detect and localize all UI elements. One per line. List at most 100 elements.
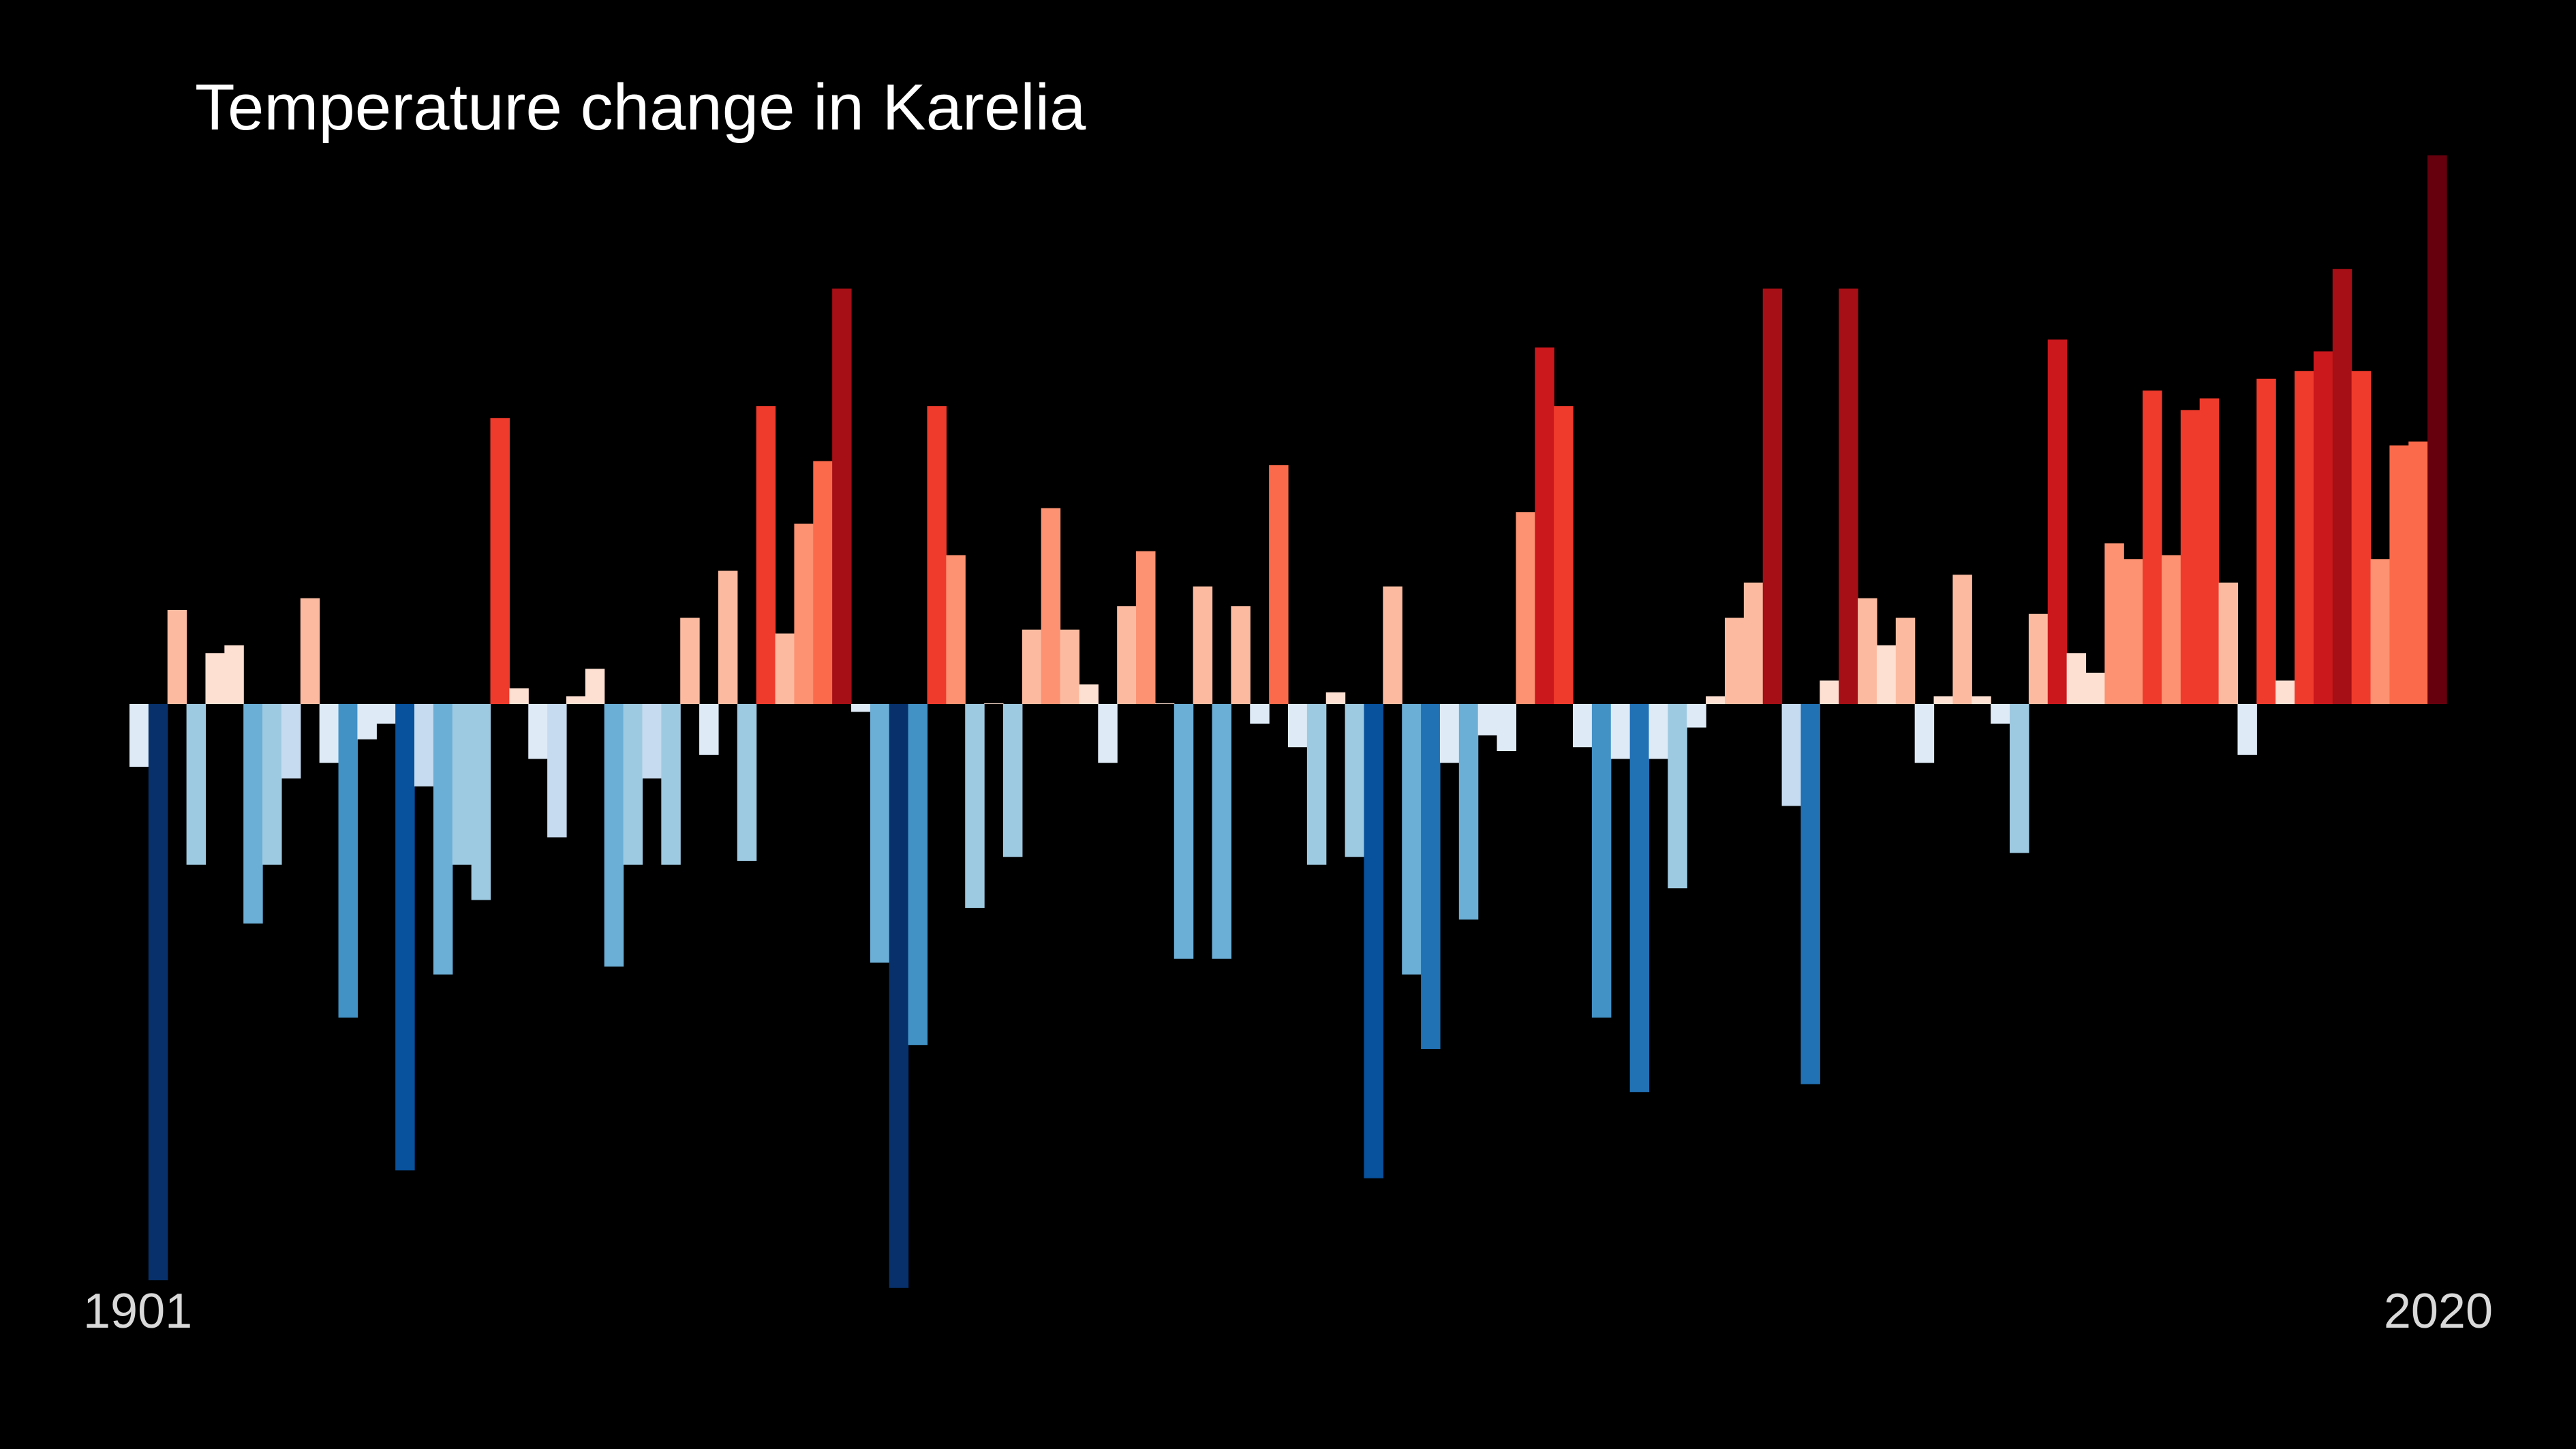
bar-year-2013 bbox=[2256, 378, 2276, 704]
bar-year-1977 bbox=[1573, 704, 1593, 748]
bar-year-1942 bbox=[908, 704, 928, 1046]
bar-year-1986 bbox=[1743, 582, 1764, 704]
bar-year-1959 bbox=[1231, 606, 1251, 704]
bar-year-1926 bbox=[604, 704, 624, 967]
bar-year-1955 bbox=[1154, 703, 1175, 704]
bar-year-2011 bbox=[2218, 582, 2239, 704]
bar-year-1999 bbox=[1991, 704, 2010, 724]
bar-year-1922 bbox=[528, 704, 548, 759]
bar-year-1972 bbox=[1477, 704, 1498, 735]
bar-year-2003 bbox=[2066, 653, 2087, 704]
bar-year-1943 bbox=[927, 406, 947, 704]
bar-year-2002 bbox=[2047, 339, 2068, 704]
bar-year-1997 bbox=[1952, 575, 1972, 704]
bar-year-1989 bbox=[1800, 704, 1820, 1084]
bar-year-2021 bbox=[2408, 441, 2428, 704]
bar-year-1923 bbox=[547, 704, 567, 838]
bar-year-1921 bbox=[509, 688, 529, 704]
bar-year-1974 bbox=[1516, 512, 1535, 704]
bar-year-1931 bbox=[699, 704, 719, 755]
bar-year-1939 bbox=[851, 704, 871, 712]
bar-year-1908 bbox=[262, 704, 282, 865]
bar-year-2005 bbox=[2104, 543, 2124, 704]
bar-year-1995 bbox=[1914, 704, 1935, 763]
bar-year-1956 bbox=[1174, 704, 1194, 959]
bar-year-1949 bbox=[1041, 508, 1061, 704]
bar-year-1919 bbox=[471, 704, 491, 900]
bar-year-1927 bbox=[623, 704, 643, 865]
bar-year-1947 bbox=[1002, 704, 1023, 857]
bar-year-2004 bbox=[2085, 673, 2105, 704]
bar-year-2022 bbox=[2427, 155, 2447, 704]
bar-year-1940 bbox=[870, 704, 890, 963]
bar-year-1987 bbox=[1762, 288, 1783, 704]
bar-year-1985 bbox=[1724, 617, 1745, 704]
bar-year-1961 bbox=[1269, 465, 1289, 704]
bar-year-2008 bbox=[2161, 555, 2181, 704]
bar-year-1979 bbox=[1610, 704, 1631, 759]
bar-year-1981 bbox=[1649, 704, 1668, 759]
bar-year-1935 bbox=[775, 633, 795, 704]
bar-year-1998 bbox=[1972, 696, 1991, 704]
bar-year-1991 bbox=[1839, 288, 1858, 704]
bar-year-1911 bbox=[319, 704, 339, 763]
bar-year-1929 bbox=[661, 704, 681, 865]
bar-year-1951 bbox=[1079, 684, 1099, 704]
bar-year-2012 bbox=[2237, 704, 2257, 755]
bar-year-2014 bbox=[2275, 680, 2295, 704]
x-tick-start: 1901 bbox=[83, 1284, 192, 1339]
bar-year-1905 bbox=[205, 653, 225, 704]
bar-year-1957 bbox=[1193, 586, 1213, 704]
bar-year-1975 bbox=[1535, 347, 1554, 704]
bar-year-1983 bbox=[1687, 704, 1706, 728]
bar-year-1980 bbox=[1629, 704, 1650, 1093]
bar-year-1948 bbox=[1022, 629, 1042, 704]
bar-year-1914 bbox=[376, 704, 396, 724]
bar-year-1912 bbox=[338, 704, 358, 1018]
bar-year-1913 bbox=[357, 704, 377, 739]
bar-year-1966 bbox=[1364, 704, 1383, 1178]
bar-year-2018 bbox=[2351, 371, 2372, 704]
bar-year-1960 bbox=[1250, 704, 1270, 724]
bar-year-1968 bbox=[1402, 704, 1422, 975]
bar-year-1996 bbox=[1933, 696, 1954, 704]
bar-year-2007 bbox=[2143, 391, 2162, 704]
bar-year-1988 bbox=[1781, 704, 1802, 806]
bar-year-2016 bbox=[2313, 351, 2333, 704]
bar-year-1915 bbox=[395, 704, 415, 1171]
bar-year-1954 bbox=[1136, 551, 1156, 704]
bar-year-1992 bbox=[1858, 598, 1877, 704]
bar-year-1967 bbox=[1383, 586, 1402, 704]
bar-year-1924 bbox=[566, 696, 586, 704]
bar-year-1916 bbox=[414, 704, 434, 787]
bars-group bbox=[129, 155, 2447, 1288]
bar-year-1976 bbox=[1554, 406, 1574, 704]
bar-year-1920 bbox=[490, 418, 510, 704]
bar-year-1945 bbox=[965, 704, 985, 908]
bar-year-2009 bbox=[2180, 410, 2201, 704]
bar-year-1932 bbox=[718, 570, 738, 704]
bar-year-2015 bbox=[2295, 371, 2314, 704]
bar-year-2019 bbox=[2370, 559, 2390, 704]
bar-year-1903 bbox=[167, 610, 187, 704]
bar-year-1941 bbox=[889, 704, 909, 1288]
bar-year-2020 bbox=[2389, 445, 2409, 704]
bar-year-2000 bbox=[2010, 704, 2029, 853]
bar-year-1994 bbox=[1895, 617, 1916, 704]
bar-year-1946 bbox=[984, 703, 1004, 704]
x-tick-end: 2020 bbox=[2384, 1284, 2493, 1339]
bar-year-1973 bbox=[1497, 704, 1517, 751]
bar-year-1918 bbox=[452, 704, 472, 865]
bar-year-1962 bbox=[1288, 704, 1308, 748]
chart-title: Temperature change in Karelia bbox=[195, 71, 1086, 144]
bar-year-1928 bbox=[642, 704, 662, 779]
bar-year-1993 bbox=[1876, 645, 1897, 704]
bar-year-1958 bbox=[1212, 704, 1231, 959]
bar-year-2017 bbox=[2332, 269, 2352, 704]
bar-year-2006 bbox=[2123, 559, 2143, 704]
bar-year-1982 bbox=[1668, 704, 1687, 889]
bar-year-1901 bbox=[129, 704, 149, 767]
bar-year-1950 bbox=[1060, 629, 1080, 704]
bar-year-2001 bbox=[2028, 613, 2049, 704]
